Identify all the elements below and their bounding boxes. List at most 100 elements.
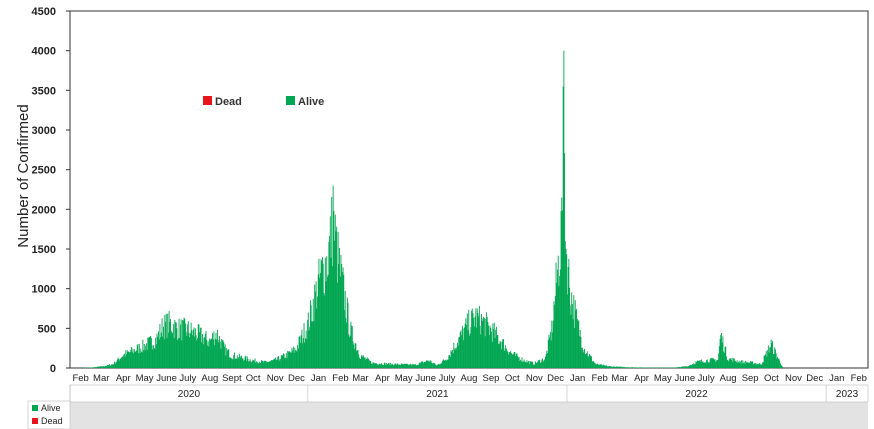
bar-alive (454, 349, 455, 368)
bar-alive (351, 325, 353, 368)
bar-alive (514, 352, 516, 368)
bar-alive (389, 365, 391, 368)
bar-alive (408, 364, 410, 368)
bar-alive (301, 329, 303, 368)
bar-alive (319, 272, 321, 368)
bar-alive (390, 364, 392, 368)
bottom-legend-label-alive: Alive (41, 403, 61, 413)
bar-alive (176, 328, 178, 368)
bar-alive (192, 335, 194, 368)
bar-alive (471, 308, 473, 368)
bar-alive (537, 360, 539, 368)
x-tick-label: Sep (483, 373, 500, 384)
bar-alive (421, 361, 423, 368)
bar-alive (211, 338, 213, 368)
bar-alive (424, 362, 426, 368)
bar-alive (308, 330, 310, 368)
bar-alive (377, 364, 379, 368)
bar-alive (460, 330, 462, 368)
x-tick-label: Nov (267, 373, 284, 384)
bar-alive (391, 363, 393, 368)
bar-alive (417, 364, 419, 368)
bar-alive (198, 324, 200, 368)
bar-alive (353, 344, 355, 368)
bar-alive (453, 342, 455, 368)
bar-alive (378, 364, 380, 368)
bar-alive (263, 362, 265, 368)
bar-alive (488, 325, 490, 368)
bar-alive (207, 345, 208, 368)
bar-alive (774, 347, 776, 368)
bar-alive (616, 367, 618, 368)
bar-alive (544, 356, 546, 368)
bar-alive (700, 361, 702, 368)
bar-alive (728, 359, 730, 368)
bar-alive (605, 365, 607, 368)
bar-alive (190, 322, 192, 368)
bar-alive (331, 266, 333, 368)
bar-alive (175, 322, 177, 368)
bar-alive (384, 362, 386, 368)
bar-alive (345, 318, 347, 368)
bar-alive (490, 327, 492, 368)
bar-alive (230, 358, 232, 368)
bar-alive (346, 297, 348, 368)
x-tick-label: Apr (116, 373, 131, 384)
bar-alive (730, 359, 732, 368)
bar-alive (372, 362, 374, 368)
bar-alive (278, 359, 280, 368)
bar-alive (696, 361, 698, 368)
bar-alive (625, 367, 627, 368)
bar-alive (695, 361, 697, 368)
bar-alive (715, 362, 717, 368)
bar-alive (553, 301, 555, 368)
bar-alive (480, 334, 482, 368)
y-tick-label: 4000 (32, 46, 56, 58)
bar-alive (400, 364, 402, 368)
bar-alive (121, 357, 123, 368)
bar-alive (626, 367, 628, 368)
bar-alive (775, 353, 777, 368)
bar-alive (211, 333, 213, 368)
bar-alive (487, 321, 489, 368)
bar-alive (383, 362, 385, 368)
bar-alive (279, 360, 281, 368)
bar-alive (371, 363, 372, 368)
bar-alive (128, 352, 130, 368)
bar-alive (551, 320, 553, 368)
y-tick-label: 1000 (32, 284, 56, 296)
bar-alive (493, 328, 495, 368)
x-tick-label: June (415, 373, 436, 384)
bar-alive (293, 352, 295, 368)
bar-alive (594, 362, 596, 368)
bar-alive (352, 341, 354, 368)
bar-alive (701, 359, 703, 368)
bar-alive (587, 356, 589, 368)
bar-alive (392, 364, 394, 368)
bar-alive (273, 359, 274, 368)
bar-alive (136, 350, 137, 368)
bar-alive (234, 352, 235, 368)
bar-alive (186, 335, 188, 368)
bar-alive (444, 360, 446, 368)
bar-alive (369, 361, 371, 368)
bar-alive (277, 356, 279, 368)
bar-alive (451, 350, 453, 368)
bar-alive (738, 362, 739, 368)
bar-alive (128, 351, 130, 368)
bar-alive (300, 335, 302, 368)
bar-alive (131, 352, 133, 368)
bar-alive (466, 313, 468, 368)
bar-alive (202, 333, 203, 368)
bar-alive (304, 342, 306, 368)
bar-alive (173, 338, 175, 368)
bar-alive (510, 353, 512, 368)
bar-alive (350, 321, 352, 368)
bar-alive (491, 341, 493, 368)
bar-alive (309, 326, 311, 368)
bar-alive (185, 331, 187, 368)
bar-alive (311, 321, 313, 368)
bar-alive (781, 365, 783, 368)
bar-alive (328, 241, 330, 368)
bar-alive (748, 362, 749, 368)
